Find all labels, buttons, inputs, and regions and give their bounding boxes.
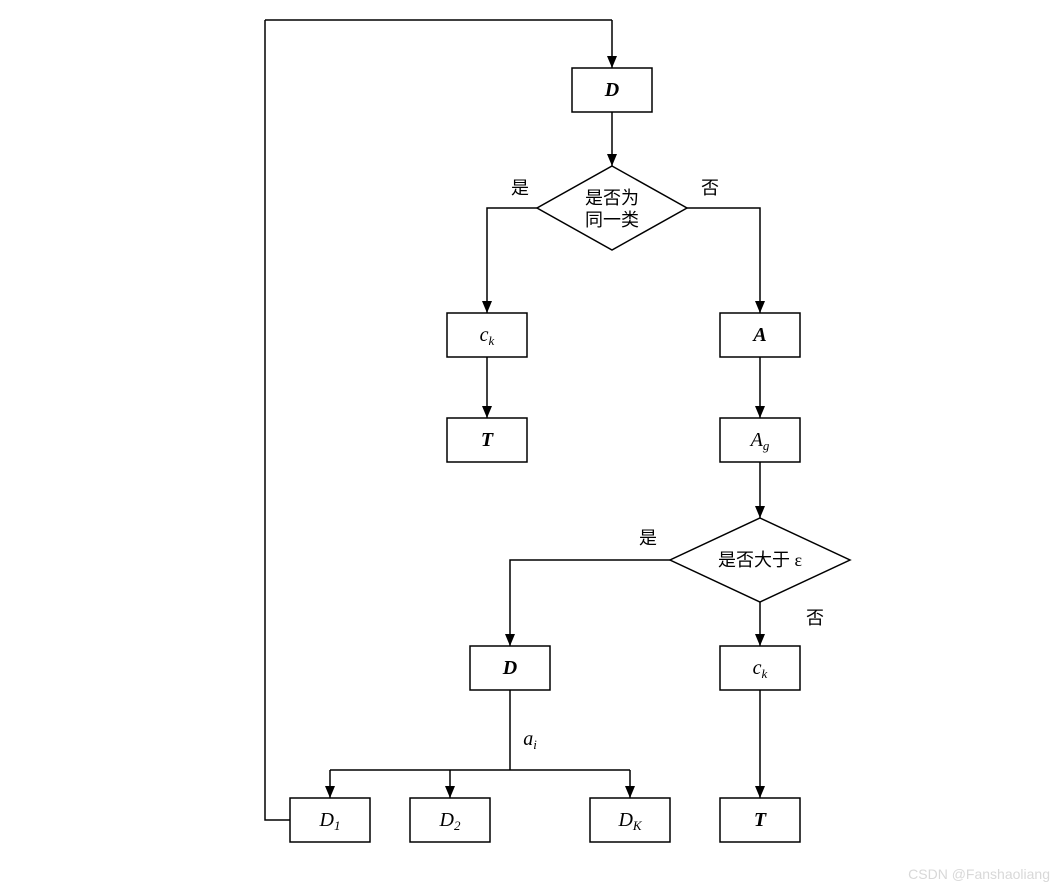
arrowhead bbox=[755, 301, 765, 313]
arrowhead bbox=[625, 786, 635, 798]
edge-diam1_A bbox=[687, 208, 760, 313]
node-text: D bbox=[604, 79, 619, 101]
arrowhead bbox=[325, 786, 335, 798]
edge-D1_loop bbox=[265, 20, 290, 820]
flowchart-canvas: D是否为同一类ckTAAg是否大于 εDckTD1D2DK是否是否aiCSDN … bbox=[0, 0, 1062, 891]
edge-diam2_Dmid bbox=[510, 560, 670, 646]
arrowhead bbox=[755, 634, 765, 646]
arrowhead bbox=[482, 406, 492, 418]
node-text: A bbox=[751, 324, 766, 346]
diamond2-text: 是否大于 ε bbox=[718, 550, 802, 570]
label-diam1-yes: 是 bbox=[511, 178, 529, 198]
node-text: D bbox=[502, 657, 517, 679]
label-diam2-yes: 是 bbox=[639, 528, 657, 548]
arrowhead bbox=[505, 634, 515, 646]
diamond1-line2: 同一类 bbox=[585, 210, 639, 230]
arrowhead bbox=[755, 406, 765, 418]
node-text: T bbox=[481, 429, 494, 451]
label-ai: ai bbox=[523, 728, 537, 752]
arrowhead bbox=[482, 301, 492, 313]
arrowhead bbox=[445, 786, 455, 798]
arrowhead bbox=[607, 56, 617, 68]
edge-diam1_ck bbox=[487, 208, 537, 313]
node-text: T bbox=[754, 809, 767, 831]
arrowhead bbox=[755, 786, 765, 798]
label-diam1-no: 否 bbox=[701, 178, 719, 198]
arrowhead bbox=[755, 506, 765, 518]
diamond1-line1: 是否为 bbox=[585, 188, 639, 208]
arrowhead bbox=[607, 154, 617, 166]
label-diam2-no: 否 bbox=[806, 608, 824, 628]
watermark: CSDN @Fanshaoliang bbox=[908, 866, 1050, 882]
